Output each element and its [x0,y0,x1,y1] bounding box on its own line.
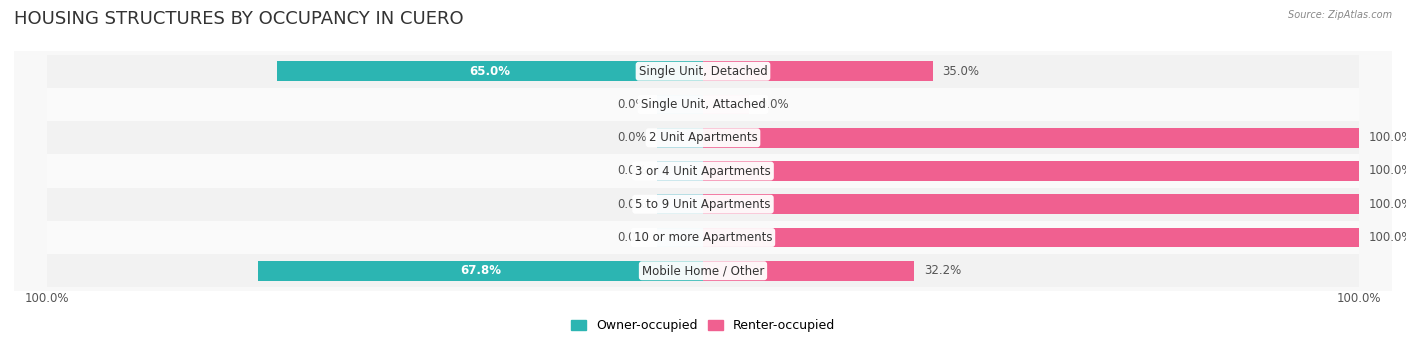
Text: Source: ZipAtlas.com: Source: ZipAtlas.com [1288,10,1392,20]
Bar [277,61,703,81]
Bar [703,227,1360,248]
Text: 65.0%: 65.0% [470,65,510,78]
Text: 0.0%: 0.0% [759,98,789,111]
Text: HOUSING STRUCTURES BY OCCUPANCY IN CUERO: HOUSING STRUCTURES BY OCCUPANCY IN CUERO [14,10,464,28]
Text: 100.0%: 100.0% [1337,292,1381,305]
Text: 5 to 9 Unit Apartments: 5 to 9 Unit Apartments [636,198,770,211]
Bar [703,161,1360,181]
Legend: Owner-occupied, Renter-occupied: Owner-occupied, Renter-occupied [567,314,839,337]
Bar [703,61,932,81]
Bar [46,254,1360,287]
Bar [259,261,703,281]
Text: 10 or more Apartments: 10 or more Apartments [634,231,772,244]
Text: 0.0%: 0.0% [617,198,647,211]
Text: 100.0%: 100.0% [25,292,69,305]
Bar [46,88,1360,121]
Bar [46,188,1360,221]
Text: 100.0%: 100.0% [1369,165,1406,177]
Text: 0.0%: 0.0% [617,231,647,244]
Bar [657,227,703,248]
Text: 67.8%: 67.8% [460,264,501,277]
Text: Single Unit, Detached: Single Unit, Detached [638,65,768,78]
Bar [703,261,914,281]
Text: Single Unit, Attached: Single Unit, Attached [641,98,765,111]
Text: Mobile Home / Other: Mobile Home / Other [641,264,765,277]
Bar [46,221,1360,254]
Bar [46,154,1360,188]
Bar [703,128,1360,148]
Bar [46,55,1360,88]
Bar [703,194,1360,214]
Bar [657,94,703,115]
Text: 100.0%: 100.0% [1369,198,1406,211]
Text: 100.0%: 100.0% [1369,231,1406,244]
Bar [657,128,703,148]
Text: 2 Unit Apartments: 2 Unit Apartments [648,131,758,144]
Bar [657,161,703,181]
Bar [46,121,1360,154]
Text: 32.2%: 32.2% [924,264,962,277]
Text: 35.0%: 35.0% [942,65,980,78]
Text: 0.0%: 0.0% [617,98,647,111]
Bar [703,94,749,115]
Bar [657,194,703,214]
Text: 3 or 4 Unit Apartments: 3 or 4 Unit Apartments [636,165,770,177]
Text: 0.0%: 0.0% [617,165,647,177]
Text: 0.0%: 0.0% [617,131,647,144]
Text: 100.0%: 100.0% [1369,131,1406,144]
